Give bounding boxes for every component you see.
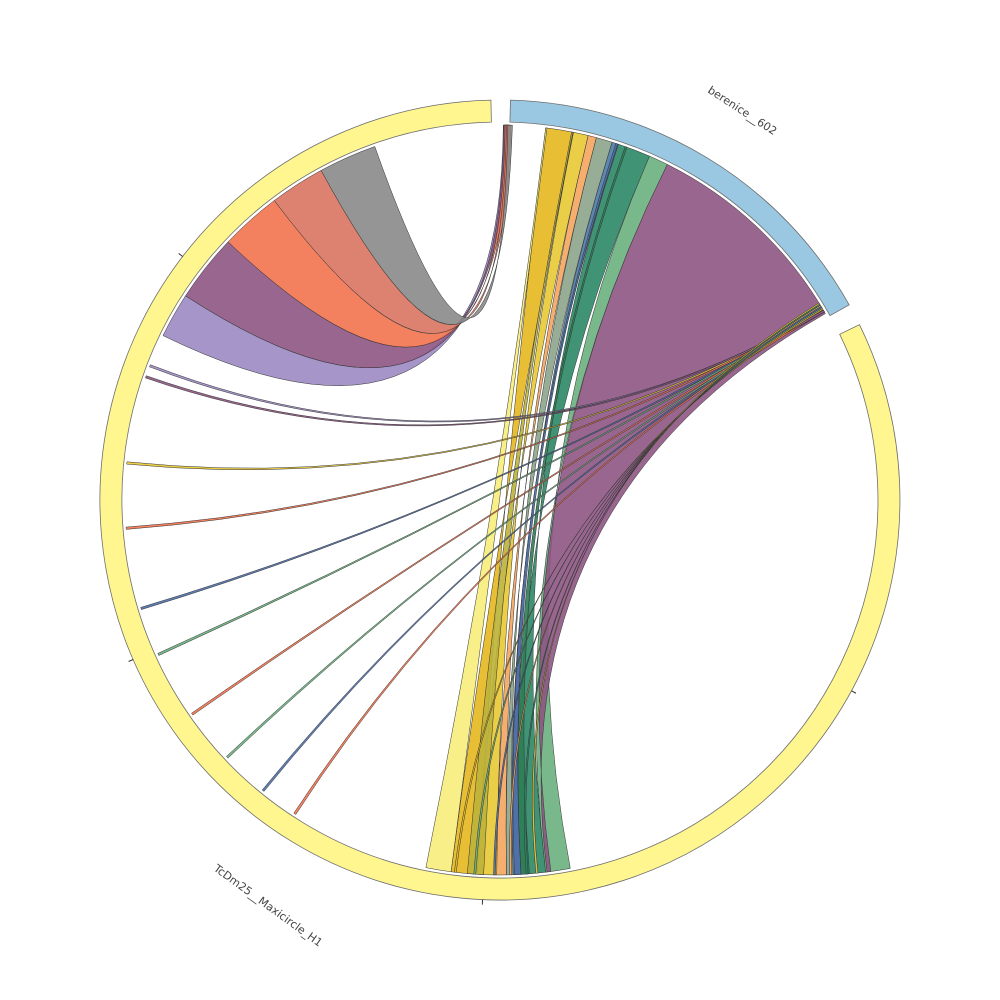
link-fan	[532, 302, 821, 874]
link-layer	[125, 302, 825, 876]
ribbon-orange	[496, 135, 597, 876]
ribbon-blue	[512, 143, 619, 875]
ribbon-steel_blue	[511, 141, 619, 876]
link-plum	[145, 309, 825, 427]
ribbon-grey	[320, 124, 513, 325]
segment-label-berenice: berenice__602	[705, 84, 779, 138]
ideogram-layer	[99, 99, 901, 901]
tick-layer	[128, 253, 857, 905]
link-fan	[493, 305, 823, 876]
ideogram-berenice	[509, 99, 850, 317]
axis-tick	[178, 253, 183, 257]
ribbon-pale_yellow	[425, 127, 548, 873]
ribbon-plum	[538, 164, 826, 873]
link-fan	[473, 307, 823, 875]
link-fan	[454, 308, 824, 873]
segment-label-tcdm25: TcDm25__Maxicircle_H1	[210, 861, 324, 949]
link-fan	[509, 304, 822, 876]
ribbon-layer	[162, 124, 826, 876]
axis-tick	[128, 659, 134, 662]
link-fan	[523, 303, 821, 875]
ribbon-olive	[467, 131, 574, 875]
axis-tick	[851, 690, 857, 694]
ideogram-tcdm25	[99, 99, 901, 901]
